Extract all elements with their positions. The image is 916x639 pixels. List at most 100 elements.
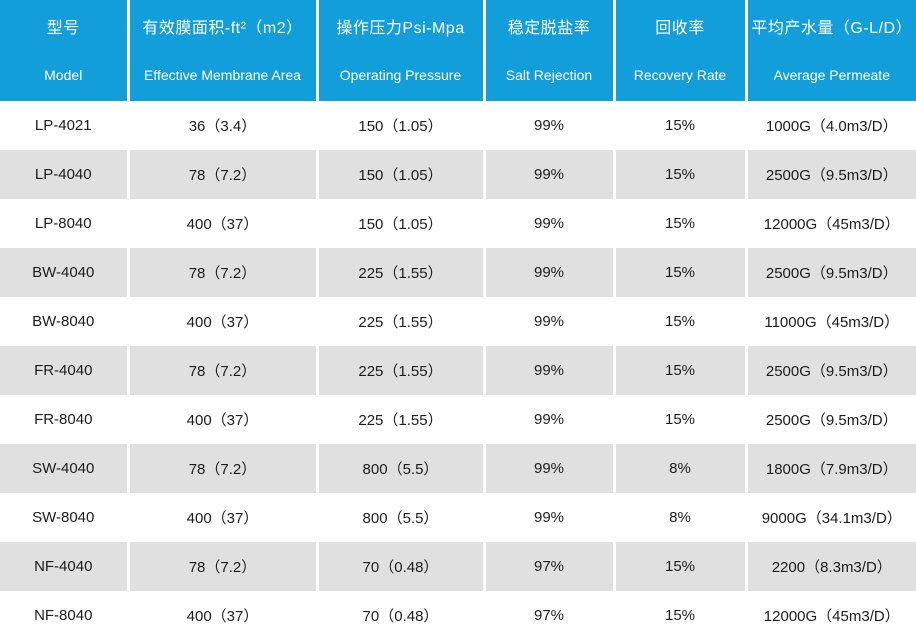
column-header-content: 操作压力Psi-Mpa Operating Pressure — [319, 0, 483, 101]
value-cell: 800（5.5） — [315, 493, 484, 542]
value-cell: 400（37） — [126, 591, 317, 639]
value-cell: 97% — [482, 591, 614, 639]
value-cell: 15% — [612, 101, 746, 150]
value-cell: 99% — [482, 101, 614, 150]
value-cell: 99% — [482, 199, 614, 248]
value-cell: 99% — [482, 493, 614, 542]
value-cell: 15% — [612, 199, 746, 248]
value-cell: 15% — [612, 346, 746, 395]
value-cell: 70（0.48） — [315, 542, 484, 591]
model-cell: FR-8040 — [0, 395, 128, 444]
column-header: 回收率 Recovery Rate — [612, 0, 746, 101]
value-cell: 400（37） — [126, 493, 317, 542]
column-header-content: 回收率 Recovery Rate — [616, 0, 745, 101]
table-row: SW-4040 78（7.2） 800（5.5） 99% 8% 1800G（7.9m3/D… — [0, 444, 916, 493]
value-cell: 78（7.2） — [126, 542, 317, 591]
column-header: 平均产水量（G-L/D） Average Permeate — [744, 0, 916, 101]
value-cell: 15% — [612, 395, 746, 444]
value-cell: 400（37） — [126, 297, 317, 346]
column-header-label-en: Operating Pressure — [339, 67, 462, 83]
value-cell: 2500G（9.5m3/D） — [744, 248, 916, 297]
value-cell: 11000G（45m3/D） — [744, 297, 916, 346]
value-cell: 9000G（34.1m3/D） — [744, 493, 916, 542]
table-header: 型号 Model 有效膜面积-ft²（m2） Effective Membrane A… — [0, 0, 916, 101]
value-cell: 1000G（4.0m3/D） — [744, 101, 916, 150]
column-header: 有效膜面积-ft²（m2） Effective Membrane Area — [126, 0, 317, 101]
model-cell: NF-4040 — [0, 542, 128, 591]
column-header-label-en: Recovery Rate — [633, 67, 727, 83]
model-cell: SW-4040 — [0, 444, 128, 493]
value-cell: 99% — [482, 444, 614, 493]
value-cell: 225（1.55） — [315, 346, 484, 395]
value-cell: 12000G（45m3/D） — [744, 199, 916, 248]
value-cell: 70（0.48） — [315, 591, 484, 639]
column-header: 稳定脱盐率 Salt Rejection — [482, 0, 614, 101]
table-row: SW-8040 400（37） 800（5.5） 99% 8% 9000G（34.1m3/… — [0, 493, 916, 542]
value-cell: 99% — [482, 248, 614, 297]
value-cell: 2200（8.3m3/D） — [744, 542, 916, 591]
value-cell: 15% — [612, 297, 746, 346]
value-cell: 2500G（9.5m3/D） — [744, 346, 916, 395]
value-cell: 2500G（9.5m3/D） — [744, 395, 916, 444]
column-header-label-zh: 操作压力Psi-Mpa — [336, 20, 465, 37]
table-row: LP-8040 400（37） 150（1.05） 99% 15% 12000G（45m3… — [0, 199, 916, 248]
model-cell: BW-8040 — [0, 297, 128, 346]
model-cell: BW-4040 — [0, 248, 128, 297]
value-cell: 800（5.5） — [315, 444, 484, 493]
value-cell: 150（1.05） — [315, 101, 484, 150]
value-cell: 400（37） — [126, 395, 317, 444]
table-row: BW-4040 78（7.2） 225（1.55） 99% 15% 2500G（9.5m3… — [0, 248, 916, 297]
model-cell: LP-4040 — [0, 150, 128, 199]
column-header-content: 平均产水量（G-L/D） Average Permeate — [748, 0, 916, 101]
value-cell: 8% — [612, 493, 746, 542]
value-cell: 78（7.2） — [126, 248, 317, 297]
model-cell: SW-8040 — [0, 493, 128, 542]
column-header-label-zh: 稳定脱盐率 — [507, 20, 591, 37]
column-header-label-zh: 有效膜面积-ft²（m2） — [142, 20, 303, 37]
column-header-content: 型号 Model — [0, 0, 127, 101]
column-header-label-zh: 型号 — [46, 20, 80, 37]
value-cell: 78（7.2） — [126, 444, 317, 493]
table-row: LP-4040 78（7.2） 150（1.05） 99% 15% 2500G（9.5m3… — [0, 150, 916, 199]
column-header-label-zh: 平均产水量（G-L/D） — [751, 20, 913, 37]
value-cell: 97% — [482, 542, 614, 591]
value-cell: 15% — [612, 150, 746, 199]
value-cell: 150（1.05） — [315, 199, 484, 248]
column-header: 型号 Model — [0, 0, 128, 101]
value-cell: 225（1.55） — [315, 297, 484, 346]
column-header-label-en: Salt Rejection — [505, 67, 593, 83]
value-cell: 225（1.55） — [315, 395, 484, 444]
value-cell: 99% — [482, 150, 614, 199]
value-cell: 78（7.2） — [126, 150, 317, 199]
value-cell: 36（3.4） — [126, 101, 317, 150]
model-cell: NF-8040 — [0, 591, 128, 639]
model-cell: LP-8040 — [0, 199, 128, 248]
value-cell: 15% — [612, 591, 746, 639]
column-header-content: 稳定脱盐率 Salt Rejection — [486, 0, 613, 101]
value-cell: 2500G（9.5m3/D） — [744, 150, 916, 199]
table-row: LP-4021 36（3.4） 150（1.05） 99% 15% 1000G（4.0m3… — [0, 101, 916, 150]
value-cell: 150（1.05） — [315, 150, 484, 199]
value-cell: 78（7.2） — [126, 346, 317, 395]
table-row: NF-8040 400（37） 70（0.48） 97% 15% 12000G（45m3/… — [0, 591, 916, 639]
value-cell: 400（37） — [126, 199, 317, 248]
value-cell: 99% — [482, 346, 614, 395]
value-cell: 99% — [482, 395, 614, 444]
column-header-label-en: Effective Membrane Area — [144, 67, 301, 83]
model-cell: LP-4021 — [0, 101, 128, 150]
table-row: BW-8040 400（37） 225（1.55） 99% 15% 11000G（45m3… — [0, 297, 916, 346]
model-cell: FR-4040 — [0, 346, 128, 395]
header-row: 型号 Model 有效膜面积-ft²（m2） Effective Membrane A… — [0, 0, 916, 101]
column-header-label-zh: 回收率 — [655, 20, 705, 37]
value-cell: 225（1.55） — [315, 248, 484, 297]
value-cell: 15% — [612, 542, 746, 591]
column-header-label-en: Average Permeate — [773, 67, 890, 83]
table-row: FR-8040 400（37） 225（1.55） 99% 15% 2500G（9.5m3… — [0, 395, 916, 444]
value-cell: 12000G（45m3/D） — [744, 591, 916, 639]
table-row: NF-4040 78（7.2） 70（0.48） 97% 15% 2200（8.3m3/D… — [0, 542, 916, 591]
column-header-content: 有效膜面积-ft²（m2） Effective Membrane Area — [130, 0, 316, 101]
value-cell: 1800G（7.9m3/D） — [744, 444, 916, 493]
table-body: LP-4021 36（3.4） 150（1.05） 99% 15% 1000G（4.0m3… — [0, 101, 916, 639]
